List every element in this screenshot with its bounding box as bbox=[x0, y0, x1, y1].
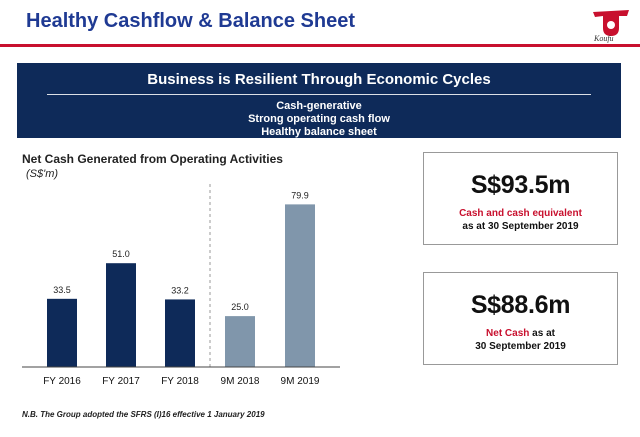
x-tick-label: 9M 2018 bbox=[221, 376, 260, 387]
banner-line-balance: Healthy balance sheet bbox=[261, 126, 377, 138]
kpi-netcash-box: S$88.6m Net Cash as at 30 September 2019 bbox=[423, 272, 618, 365]
chart-title: Net Cash Generated from Operating Activi… bbox=[22, 152, 283, 166]
kpi-netcash-desc-date: 30 September 2019 bbox=[475, 341, 566, 352]
kpi-cash-value: S$93.5m bbox=[470, 171, 571, 199]
bar-fy-2017 bbox=[106, 263, 136, 367]
chart-unit-label: (S$'m) bbox=[26, 168, 59, 180]
x-tick-label: 9M 2019 bbox=[281, 376, 320, 387]
kpi-cash-desc-date: as at 30 September 2019 bbox=[462, 221, 579, 232]
value-label: 33.5 bbox=[53, 285, 71, 295]
page-title: Healthy Cashflow & Balance Sheet bbox=[26, 10, 355, 32]
x-tick-label: FY 2016 bbox=[43, 376, 81, 387]
kpi-cash-desc: Cash and cash equivalent as at 30 Septem… bbox=[424, 207, 617, 233]
kpi-netcash-desc-red: Net Cash bbox=[486, 328, 530, 339]
banner-divider bbox=[47, 94, 591, 95]
value-label: 25.0 bbox=[231, 302, 249, 312]
x-tick-label: FY 2018 bbox=[161, 376, 199, 387]
kpi-netcash-desc: Net Cash as at 30 September 2019 bbox=[424, 327, 617, 353]
value-label: 79.9 bbox=[291, 190, 309, 200]
kpi-netcash-desc-suffix: as at bbox=[529, 328, 555, 339]
value-label: 33.2 bbox=[171, 285, 189, 295]
kpi-cash-desc-red: Cash and cash equivalent bbox=[459, 208, 582, 219]
bar-9m-2018 bbox=[225, 316, 255, 367]
kpi-cash-box: S$93.5m Cash and cash equivalent as at 3… bbox=[423, 152, 618, 245]
banner-line-cashflow: Strong operating cash flow bbox=[248, 113, 390, 125]
header-divider bbox=[0, 44, 640, 47]
x-tick-label: FY 2017 bbox=[102, 376, 140, 387]
logo-wordmark: Koufu bbox=[594, 34, 614, 43]
banner-line-cash: Cash-generative bbox=[276, 100, 362, 112]
bar-fy-2018 bbox=[165, 299, 195, 367]
summary-banner: Business is Resilient Through Economic C… bbox=[17, 63, 621, 138]
banner-title: Business is Resilient Through Economic C… bbox=[147, 71, 491, 88]
kpi-netcash-value: S$88.6m bbox=[470, 291, 571, 319]
bar-fy-2016 bbox=[47, 298, 77, 367]
bar-9m-2019 bbox=[285, 204, 315, 367]
koufu-logo-icon bbox=[593, 10, 629, 36]
operating-cashflow-chart: 33.5 FY 2016 51.0 FY 2017 33.2 FY 2018 25.0 9M … bbox=[22, 184, 340, 387]
footnote: N.B. The Group adopted the SFRS (I)16 ef… bbox=[22, 410, 265, 419]
value-label: 51.0 bbox=[112, 249, 130, 259]
